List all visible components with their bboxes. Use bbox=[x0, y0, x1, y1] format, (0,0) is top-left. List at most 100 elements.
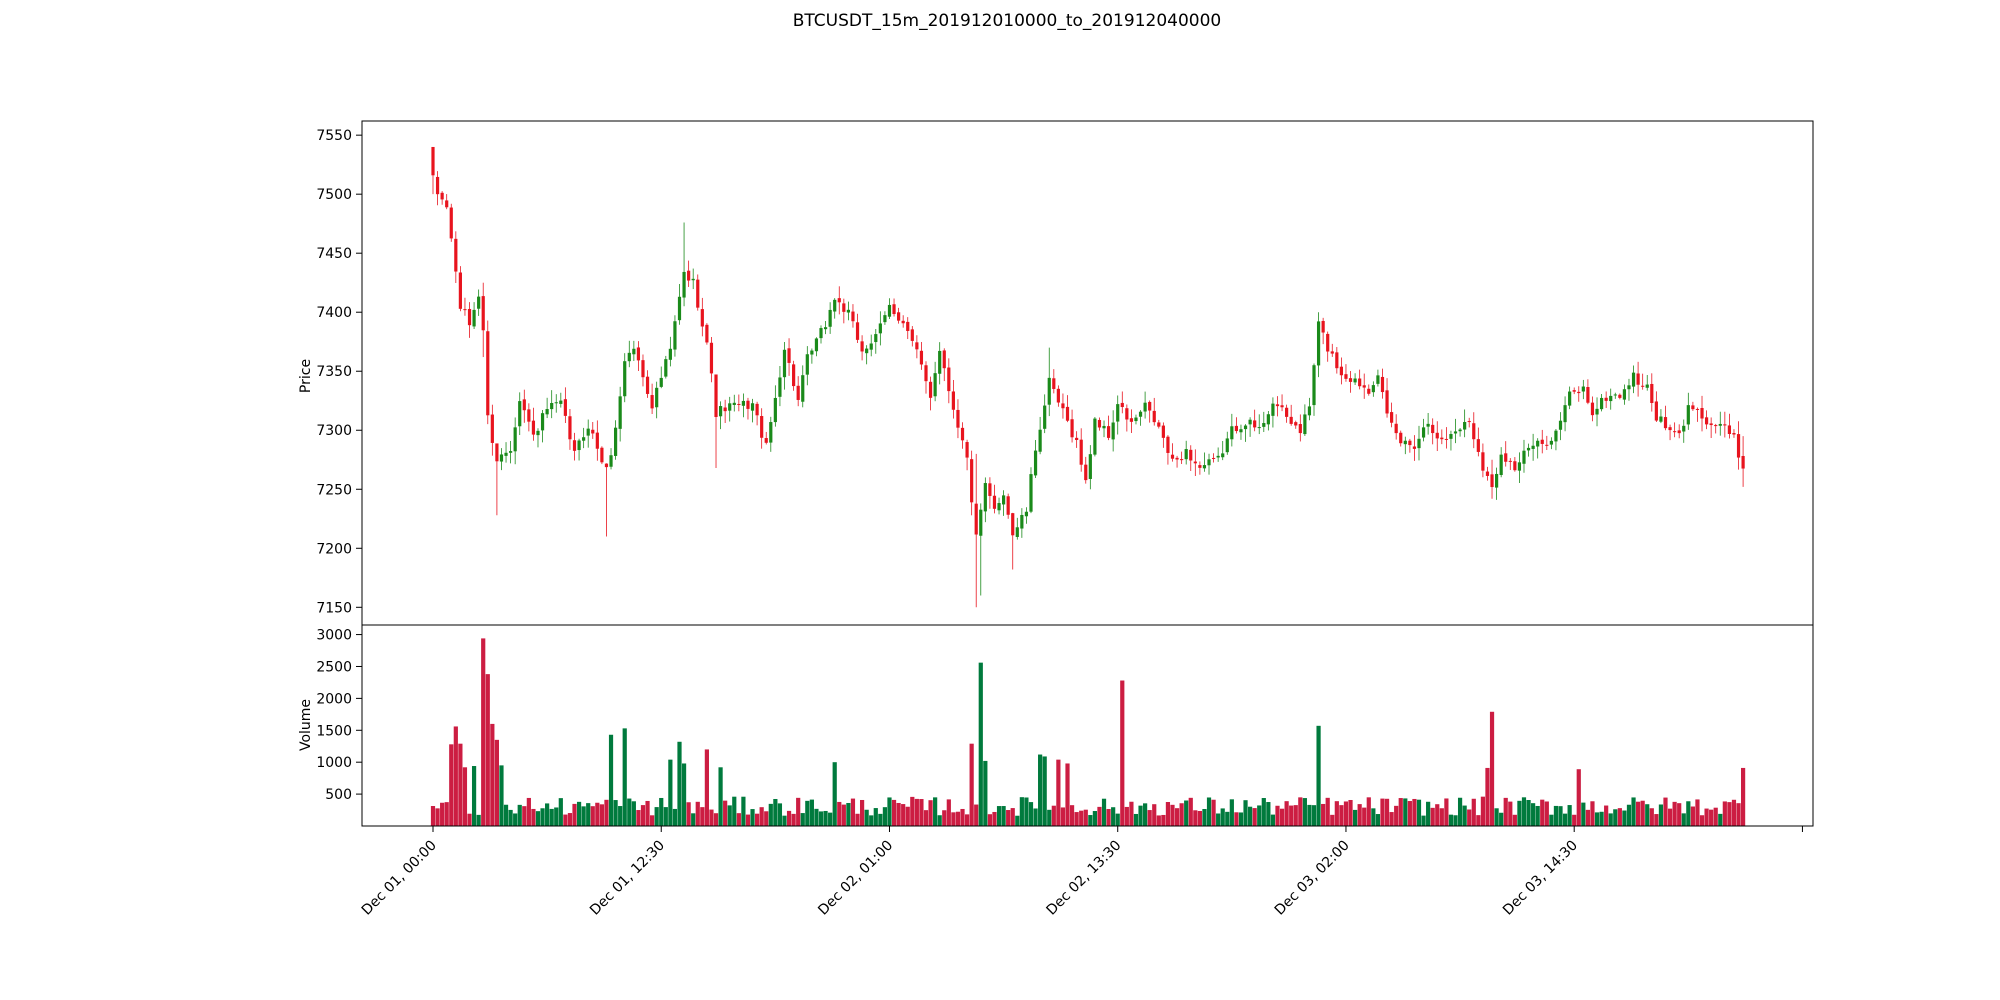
candle-body bbox=[595, 432, 599, 449]
candle-body bbox=[718, 406, 723, 417]
volume-bar bbox=[1681, 813, 1686, 826]
volume-bar bbox=[1462, 805, 1467, 826]
candle bbox=[527, 403, 531, 432]
candle bbox=[1348, 370, 1353, 393]
price-tick-label: 7250 bbox=[316, 482, 352, 498]
volume-bar bbox=[1220, 808, 1225, 826]
volume-bar bbox=[755, 813, 760, 826]
volume-bar bbox=[499, 765, 504, 826]
candle-body bbox=[636, 347, 641, 361]
volume-bar bbox=[901, 804, 906, 826]
candle bbox=[924, 361, 928, 394]
candle bbox=[1677, 424, 1681, 439]
volume-bar bbox=[1549, 814, 1554, 826]
volume-bar bbox=[713, 813, 719, 826]
volume-bar bbox=[1471, 798, 1476, 826]
candle bbox=[1011, 512, 1015, 570]
candle bbox=[1490, 459, 1494, 499]
candle bbox=[1691, 401, 1695, 411]
candle-body bbox=[1718, 423, 1722, 426]
volume-bar bbox=[1572, 814, 1577, 826]
candle bbox=[650, 383, 654, 415]
candle bbox=[1385, 378, 1389, 418]
candle-body bbox=[778, 377, 782, 397]
candle-body bbox=[641, 360, 645, 378]
candle bbox=[673, 315, 677, 357]
price-tick-label: 7450 bbox=[316, 246, 352, 262]
candle bbox=[1289, 404, 1293, 426]
volume-bar bbox=[535, 811, 541, 826]
volume-bar bbox=[1330, 814, 1335, 826]
candle bbox=[942, 348, 946, 382]
volume-bar bbox=[1275, 805, 1280, 826]
x-tick-label: Dec 01, 12:30 bbox=[587, 838, 668, 919]
volume-bar bbox=[837, 801, 842, 826]
candle bbox=[1367, 384, 1371, 396]
volume-bar bbox=[1599, 811, 1604, 826]
candle bbox=[477, 289, 481, 316]
candle bbox=[737, 394, 741, 412]
volume-bar bbox=[618, 806, 623, 826]
price-axis-label: Price bbox=[298, 359, 314, 393]
candle bbox=[1659, 409, 1663, 424]
candle-body bbox=[1257, 427, 1261, 429]
price-tick-label: 7500 bbox=[316, 187, 352, 203]
candle-body bbox=[1225, 438, 1229, 453]
volume-tick-label: 3000 bbox=[316, 628, 352, 644]
candle bbox=[919, 342, 924, 370]
volume-bar bbox=[1298, 797, 1303, 826]
candle bbox=[1303, 404, 1307, 436]
volume-bar bbox=[549, 808, 554, 826]
volume-bar bbox=[453, 726, 458, 826]
candle-body bbox=[865, 348, 869, 354]
candle bbox=[979, 503, 983, 596]
candle bbox=[1435, 421, 1439, 452]
volume-bar bbox=[1562, 813, 1568, 826]
volume-bar bbox=[896, 802, 901, 826]
candle bbox=[1645, 374, 1649, 391]
candle bbox=[1043, 394, 1047, 434]
volume-bar bbox=[1051, 805, 1056, 826]
candle bbox=[1641, 373, 1645, 390]
candle-body bbox=[1070, 419, 1074, 438]
volume-axis-label: Volume bbox=[298, 699, 314, 751]
candle bbox=[1581, 379, 1585, 400]
candle-body bbox=[1084, 464, 1088, 481]
candle bbox=[1408, 438, 1412, 453]
volume-bar bbox=[910, 796, 915, 826]
candle-body bbox=[1586, 387, 1590, 403]
volume-bar bbox=[937, 815, 942, 826]
candle bbox=[1631, 365, 1636, 394]
volume-bar bbox=[1736, 803, 1741, 826]
candle-body bbox=[550, 402, 554, 410]
candle bbox=[1714, 423, 1718, 434]
candle-body bbox=[1485, 471, 1490, 476]
volume-bar bbox=[736, 813, 741, 826]
candle-body bbox=[810, 350, 814, 355]
volume-bar bbox=[978, 662, 983, 826]
candle-body bbox=[869, 343, 873, 350]
candle-body bbox=[1129, 418, 1134, 422]
candle-body bbox=[472, 309, 476, 327]
candle bbox=[1280, 394, 1284, 412]
candle bbox=[1020, 508, 1024, 538]
volume-bar bbox=[905, 806, 910, 826]
candle bbox=[869, 334, 873, 357]
candle-body bbox=[1417, 438, 1421, 449]
volume-bar bbox=[1156, 815, 1161, 826]
candle-body bbox=[540, 413, 545, 431]
candle bbox=[1344, 364, 1348, 382]
candle bbox=[805, 346, 809, 386]
volume-bar bbox=[1467, 809, 1472, 826]
volume-bar bbox=[1585, 809, 1590, 826]
volume-bar bbox=[471, 766, 477, 826]
volume-bar bbox=[869, 815, 874, 826]
candle-body bbox=[1326, 333, 1330, 352]
volume-bar bbox=[1617, 808, 1622, 826]
volume-bar bbox=[1120, 680, 1125, 826]
candle-body bbox=[1038, 429, 1042, 452]
candle bbox=[618, 386, 622, 442]
candle bbox=[435, 171, 440, 206]
volume-tick-label: 1500 bbox=[316, 723, 352, 739]
candle-body bbox=[1344, 374, 1348, 379]
